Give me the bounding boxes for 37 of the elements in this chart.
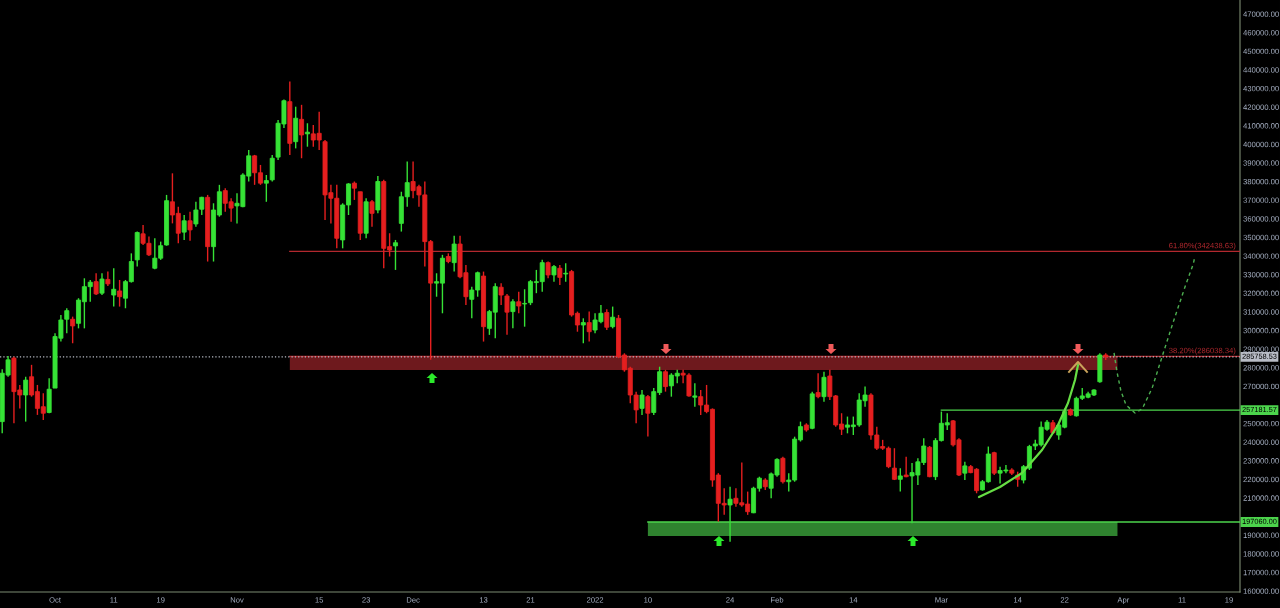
candlestick [604,308,610,331]
candlestick [451,235,457,273]
candlestick [563,262,569,283]
candlestick [610,305,616,330]
candlestick [897,467,903,493]
candlestick [639,389,645,416]
candlestick [181,214,187,241]
candlestick [580,317,586,344]
candlestick [780,456,786,485]
candlestick [645,394,651,438]
candlestick [557,264,563,286]
candlestick [962,461,968,481]
candlestick [393,239,398,271]
candlestick [304,122,310,148]
candlestick [23,376,29,423]
candlestick [692,382,698,408]
candlestick [293,105,299,150]
candlestick [117,279,123,308]
candlestick [70,315,76,344]
candlestick [369,199,375,228]
candlestick [263,174,269,203]
candlestick [269,154,275,183]
candlestick [510,298,516,330]
candlestick [516,290,522,314]
candlestick [522,288,528,328]
candlestick [727,486,733,543]
candlestick [891,447,897,481]
candlestick [586,310,592,343]
candlestick [663,369,668,393]
candlestick [46,377,52,414]
candlestick [111,267,117,308]
candlestick [299,104,305,159]
candlestick [815,372,821,400]
candlestick [187,210,193,242]
candlestick [99,272,105,296]
candlestick [821,371,827,403]
candlestick [351,180,357,201]
